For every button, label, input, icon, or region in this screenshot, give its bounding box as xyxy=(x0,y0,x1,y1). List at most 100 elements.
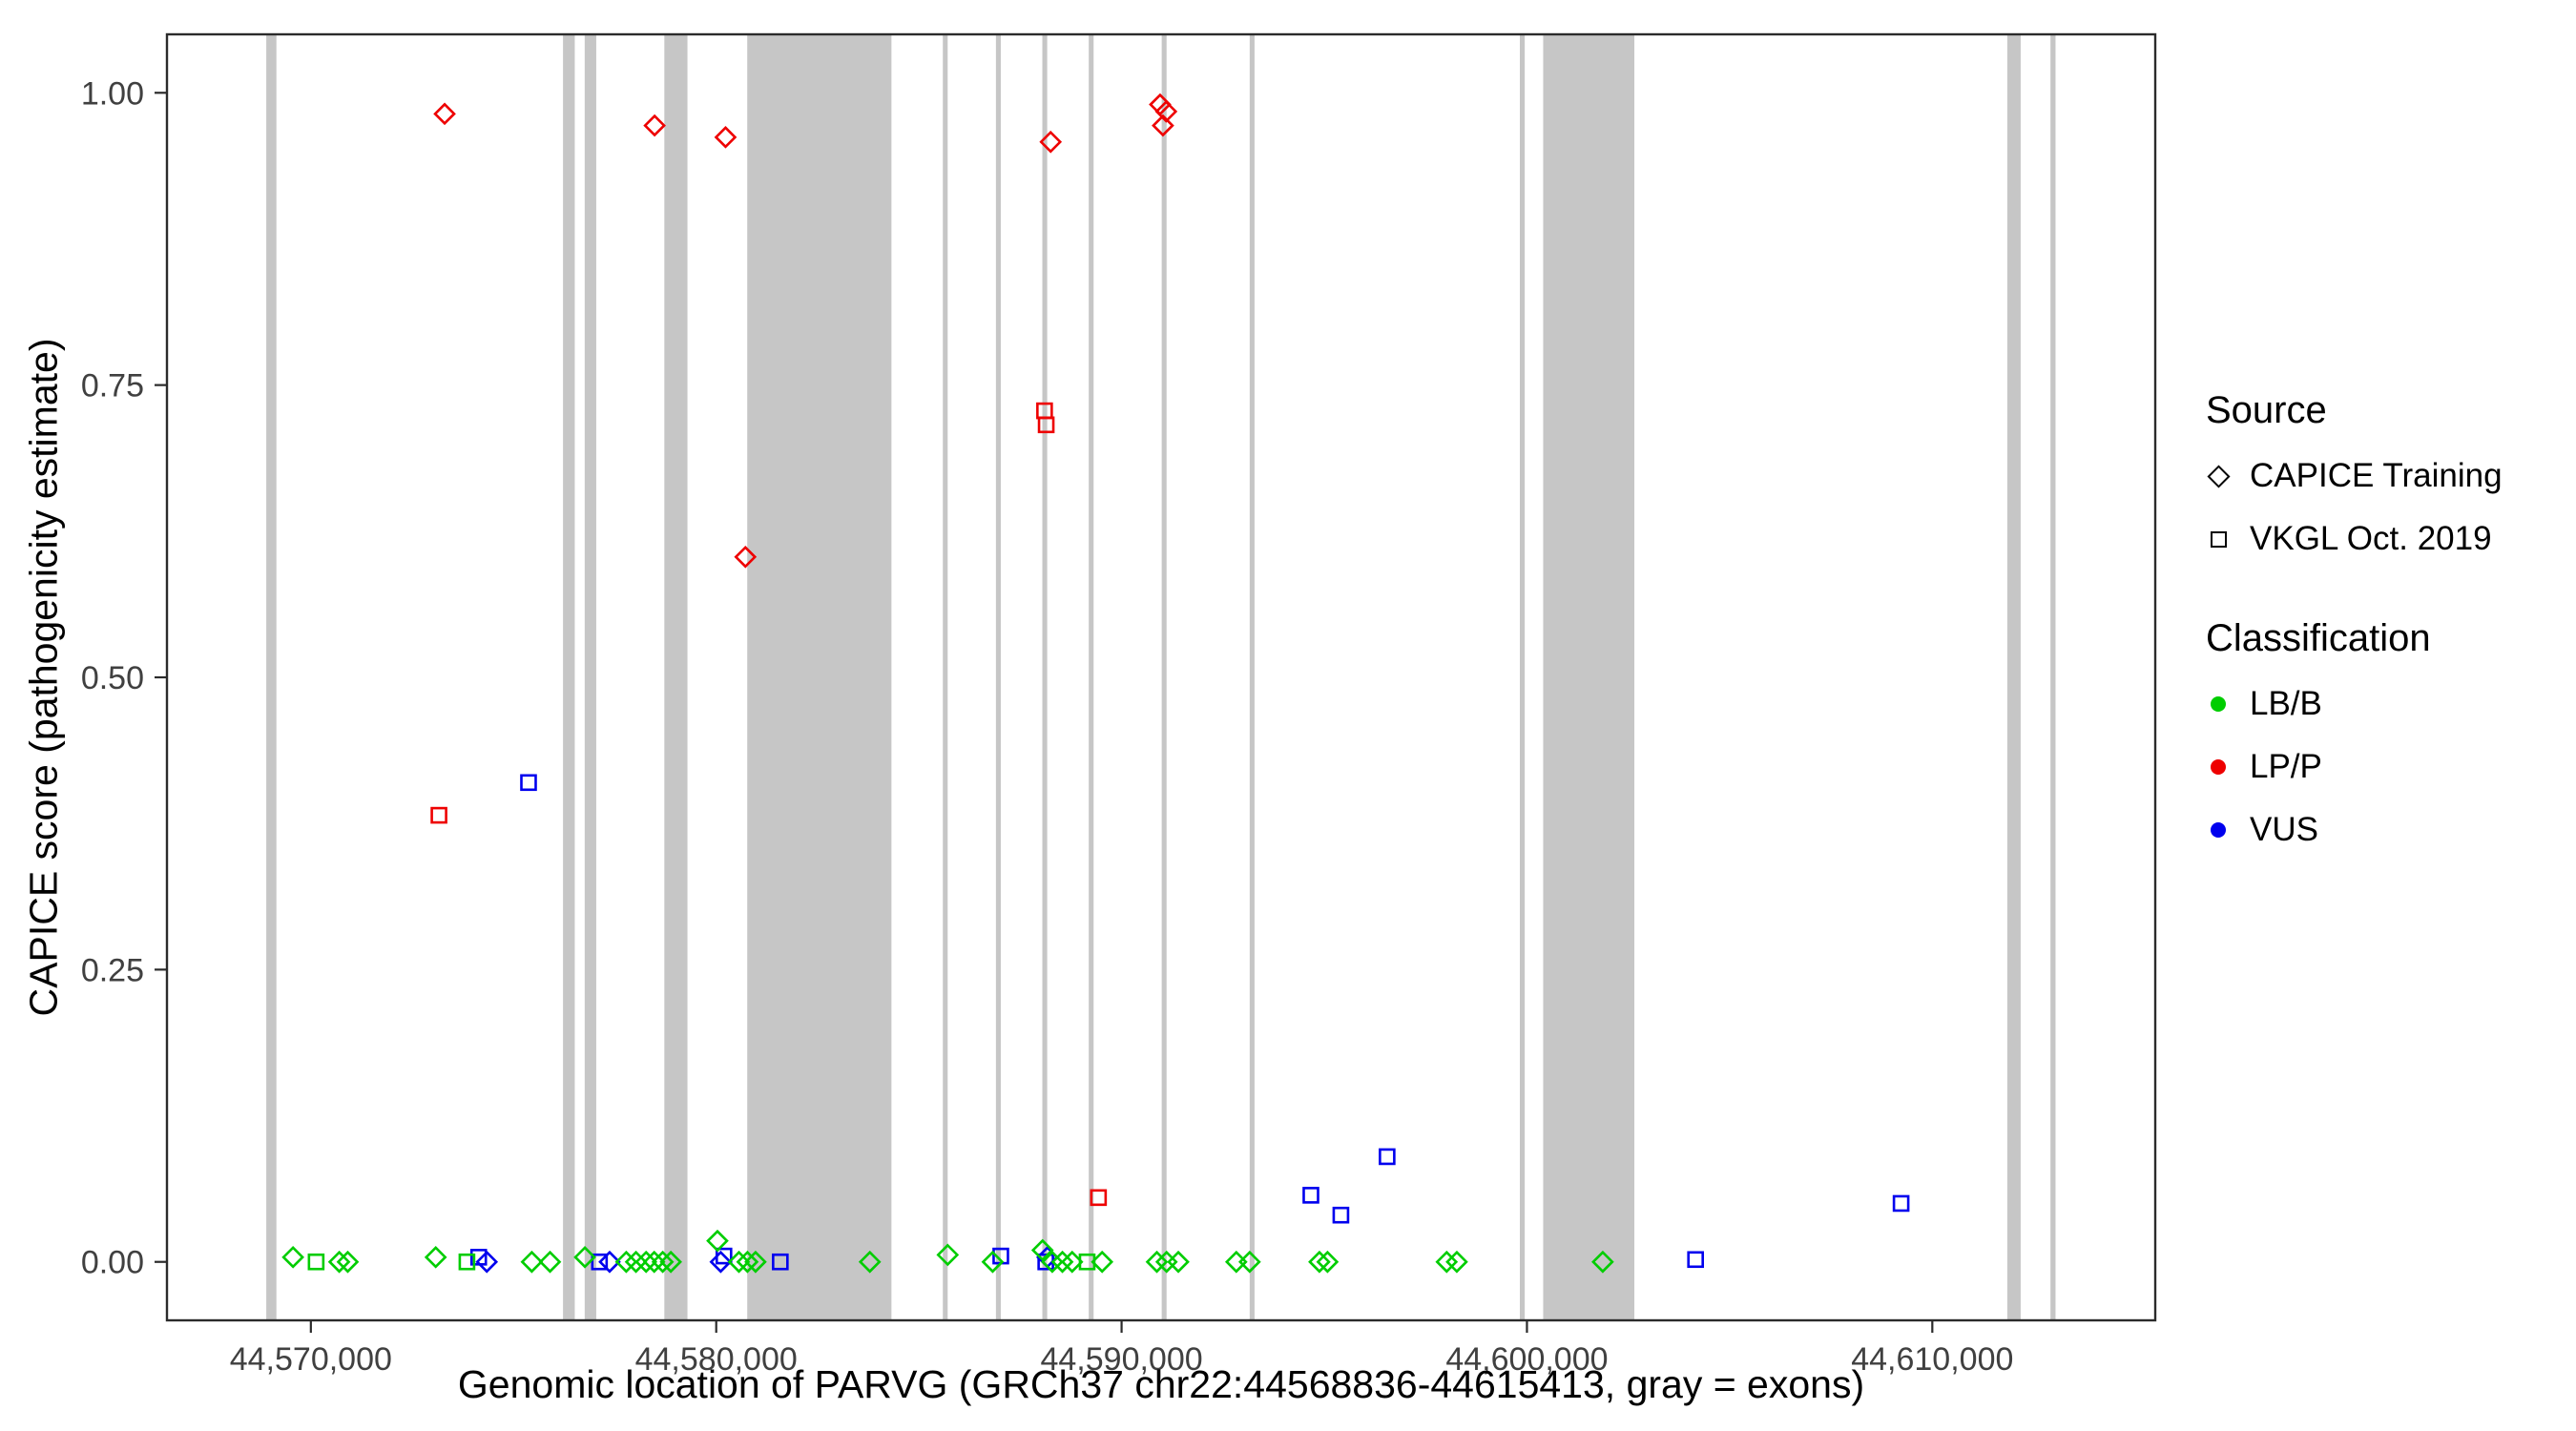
exon-band xyxy=(1089,34,1094,1320)
x-tick-label: 44,590,000 xyxy=(1040,1341,1202,1378)
exon-band xyxy=(2006,34,2021,1320)
data-point-diamond xyxy=(1030,1238,1054,1262)
data-point-square xyxy=(1687,1251,1704,1269)
data-point-diamond xyxy=(1308,1250,1331,1274)
data-point-square xyxy=(1302,1187,1319,1204)
legend-source-title: Source xyxy=(2206,389,2327,431)
data-point-diamond xyxy=(651,1250,675,1274)
x-tick-label: 44,610,000 xyxy=(1851,1341,2013,1378)
data-point-square xyxy=(591,1253,609,1271)
exon-band xyxy=(747,34,892,1320)
data-point-diamond xyxy=(1050,1250,1074,1274)
data-point-square xyxy=(1078,1253,1096,1271)
y-axis-title: CAPICE score (pathogenicity estimate) xyxy=(21,338,66,1017)
data-point-diamond xyxy=(336,1250,360,1274)
legend-item-label: CAPICE Training xyxy=(2250,457,2503,494)
exon-band xyxy=(943,34,948,1320)
data-point-diamond xyxy=(1435,1250,1459,1274)
exon-band xyxy=(995,34,1001,1320)
x-tick-label: 44,570,000 xyxy=(230,1341,392,1378)
data-point-diamond xyxy=(642,1250,666,1274)
legend-item-vkgl: VKGL Oct. 2019 xyxy=(2206,520,2503,558)
exon-band xyxy=(2050,34,2056,1320)
diamond-marker-icon xyxy=(2206,464,2231,488)
data-point-diamond xyxy=(1091,1250,1114,1274)
legend-classification-block: Classification LB/B LP/P VUS xyxy=(2206,617,2503,849)
data-point-diamond xyxy=(1445,1250,1468,1274)
blue-dot-icon xyxy=(2206,818,2231,842)
data-point-diamond xyxy=(1060,1250,1084,1274)
legend-item-capice-training: CAPICE Training xyxy=(2206,457,2503,495)
exon-band xyxy=(266,34,277,1320)
exon-band xyxy=(1249,34,1255,1320)
data-point-diamond xyxy=(1039,130,1063,154)
data-point-diamond xyxy=(624,1250,648,1274)
data-point-square xyxy=(1332,1206,1350,1224)
legend-item-label: LP/P xyxy=(2250,748,2322,785)
data-point-diamond xyxy=(1316,1250,1340,1274)
data-point-diamond xyxy=(706,1229,729,1253)
y-tick-label: 0.00 xyxy=(81,1245,144,1281)
data-point-square xyxy=(1379,1148,1396,1166)
data-point-diamond xyxy=(1154,100,1178,123)
data-point-diamond xyxy=(424,1245,447,1269)
exon-band xyxy=(584,34,596,1320)
legend-item-lpp: LP/P xyxy=(2206,748,2503,786)
data-point-diamond xyxy=(643,114,666,137)
data-point-square xyxy=(1892,1194,1910,1213)
legend-item-label: VUS xyxy=(2250,811,2318,848)
data-point-diamond xyxy=(1152,114,1174,137)
data-point-square xyxy=(430,806,447,824)
data-point-diamond xyxy=(433,102,456,126)
data-point-diamond xyxy=(1591,1250,1614,1274)
y-tick-label: 0.50 xyxy=(81,660,144,696)
exon-band xyxy=(563,34,575,1320)
legend: Source CAPICE Training VKGL Oct. 2019 Cl… xyxy=(2206,389,2503,874)
data-point-diamond xyxy=(1149,93,1172,116)
legend-item-label: LB/B xyxy=(2250,685,2322,722)
data-point-square xyxy=(458,1253,476,1271)
data-point-diamond xyxy=(281,1245,304,1269)
data-point-diamond xyxy=(858,1250,882,1274)
exon-band xyxy=(1042,34,1048,1320)
data-point-diamond xyxy=(744,1250,767,1274)
data-point-diamond xyxy=(709,1250,733,1274)
data-point-diamond xyxy=(634,1250,658,1274)
data-point-diamond xyxy=(936,1243,960,1267)
legend-item-lbb: LB/B xyxy=(2206,685,2503,723)
data-point-square xyxy=(772,1253,789,1271)
data-point-diamond xyxy=(598,1250,621,1274)
data-point-diamond xyxy=(614,1250,638,1274)
exon-band xyxy=(1161,34,1167,1320)
data-point-diamond xyxy=(1237,1250,1261,1274)
data-point-diamond xyxy=(1167,1250,1190,1274)
data-point-square xyxy=(1037,416,1055,434)
data-point-diamond xyxy=(736,1250,759,1274)
data-point-diamond xyxy=(727,1250,751,1274)
green-dot-icon xyxy=(2206,692,2231,716)
data-point-diamond xyxy=(573,1245,596,1269)
data-point-square xyxy=(307,1253,325,1271)
exon-band xyxy=(1520,34,1526,1320)
data-point-diamond xyxy=(1041,1250,1064,1274)
data-point-diamond xyxy=(475,1250,499,1274)
data-point-diamond xyxy=(520,1250,544,1274)
exon-band xyxy=(1543,34,1635,1320)
legend-item-vus: VUS xyxy=(2206,811,2503,849)
plot-panel-border xyxy=(165,32,2157,1322)
legend-classification-title: Classification xyxy=(2206,617,2431,659)
data-point-square xyxy=(1090,1189,1108,1207)
y-tick-label: 1.00 xyxy=(81,75,144,112)
legend-source-block: Source CAPICE Training VKGL Oct. 2019 xyxy=(2206,389,2503,558)
red-dot-icon xyxy=(2206,755,2231,779)
x-tick-label: 44,600,000 xyxy=(1445,1341,1608,1378)
square-marker-icon xyxy=(2206,527,2231,551)
data-point-diamond xyxy=(1224,1250,1248,1274)
data-point-diamond xyxy=(981,1250,1005,1274)
legend-item-label: VKGL Oct. 2019 xyxy=(2250,520,2492,557)
data-point-diamond xyxy=(1145,1250,1169,1274)
y-tick-label: 0.25 xyxy=(81,952,144,988)
data-point-diamond xyxy=(714,126,737,149)
